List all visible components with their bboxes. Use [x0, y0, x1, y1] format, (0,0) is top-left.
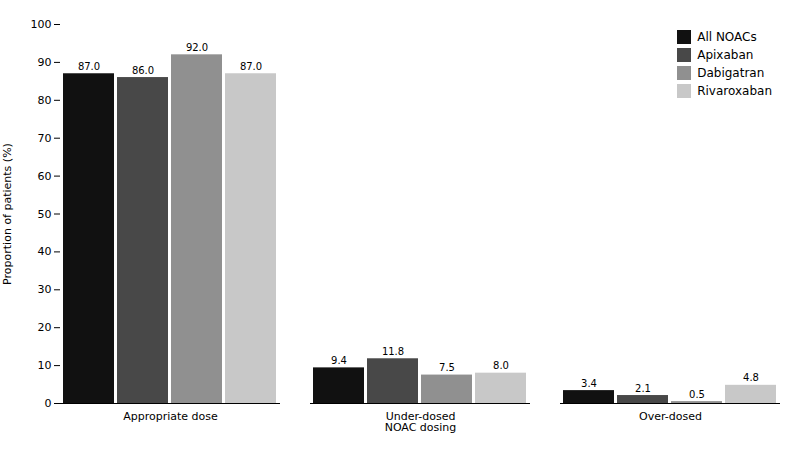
svg-text:Under-dosedNOAC dosing: Under-dosedNOAC dosing — [385, 410, 457, 434]
html-text:Rivaroxaban: Rivaroxaban — [697, 84, 772, 98]
svg-text:Appropriate dose: Appropriate dose — [123, 410, 218, 423]
svg-text:8.0: 8.0 — [493, 360, 509, 371]
html-text:Apixaban: Apixaban — [697, 48, 754, 62]
svg-text:0.5: 0.5 — [689, 389, 705, 400]
svg-text:3.4: 3.4 — [581, 378, 597, 389]
svg-text:60: 60 — [38, 170, 52, 183]
svg-text:70: 70 — [38, 132, 52, 145]
svg-text:2.1: 2.1 — [635, 383, 651, 394]
svg-text:87.0: 87.0 — [240, 61, 262, 72]
svg-text:80: 80 — [38, 94, 52, 107]
svg-text:4.8: 4.8 — [743, 372, 759, 383]
html-text:All NOACs: All NOACs — [697, 30, 757, 44]
svg-text:10: 10 — [38, 359, 52, 372]
svg-text:30: 30 — [38, 283, 52, 296]
svg-text:92.0: 92.0 — [186, 42, 208, 53]
svg-text:0: 0 — [45, 397, 52, 410]
svg-text:40: 40 — [38, 245, 52, 258]
svg-text:11.8: 11.8 — [382, 346, 404, 357]
svg-text:100: 100 — [31, 18, 52, 31]
svg-text:87.0: 87.0 — [78, 61, 100, 72]
svg-text:Over-dosed: Over-dosed — [639, 410, 702, 423]
svg-text:9.4: 9.4 — [331, 355, 347, 366]
svg-text:50: 50 — [38, 208, 52, 221]
svg-text:90: 90 — [38, 56, 52, 69]
html-text:Dabigatran: Dabigatran — [697, 66, 765, 80]
svg-text:7.5: 7.5 — [439, 362, 455, 373]
svg-text:20: 20 — [38, 321, 52, 334]
svg-text:Proportion of patients (%): Proportion of patients (%) — [1, 143, 14, 285]
svg-text:86.0: 86.0 — [132, 65, 154, 76]
